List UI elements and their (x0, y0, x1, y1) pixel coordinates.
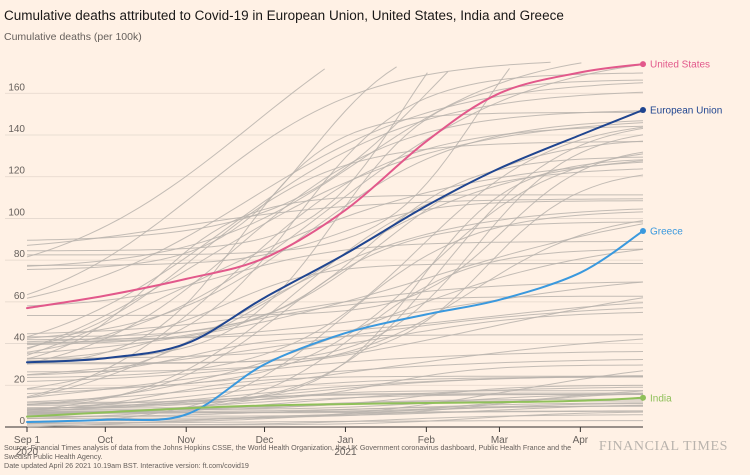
context-line (27, 393, 644, 411)
ft-brand-logo: FINANCIAL TIMES (598, 439, 728, 454)
context-line (27, 411, 644, 426)
context-line (26, 68, 325, 258)
context-line (26, 221, 644, 406)
y-tick-label: 80 (14, 249, 26, 260)
context-line (26, 307, 644, 376)
source-text: Source: Financial Times analysis of data… (4, 443, 572, 461)
context-line (26, 61, 551, 296)
context-line (26, 211, 644, 424)
context-line (26, 62, 582, 267)
x-tick-label: Jan (337, 435, 353, 446)
x-tick-label: Dec (256, 435, 274, 446)
context-line (26, 79, 644, 362)
source-note: Source: Financial Times analysis of data… (4, 443, 594, 470)
context-line (26, 410, 643, 428)
chart-title: Cumulative deaths attributed to Covid-19… (4, 8, 564, 23)
highlighted-series (26, 61, 646, 423)
context-line (27, 200, 643, 266)
context-line (26, 153, 644, 390)
updated-text: Date updated April 26 2021 10.19am BST. … (4, 461, 249, 470)
context-line (27, 151, 644, 316)
context-line (27, 134, 644, 365)
series-label-united-states: United States (650, 60, 710, 71)
y-tick-label: 140 (8, 124, 25, 135)
series-end-dot-india (640, 394, 646, 401)
series-line-united-states (26, 63, 644, 310)
context-line (26, 297, 644, 382)
y-tick-label: 60 (14, 291, 26, 302)
x-tick-label: Nov (177, 435, 195, 446)
context-line (26, 208, 644, 399)
context-line (26, 120, 644, 339)
series-label-european-union: European Union (650, 105, 722, 116)
context-line (27, 403, 643, 413)
y-tick-label: 120 (8, 166, 25, 177)
chart-subtitle: Cumulative deaths (per 100k) (4, 31, 142, 43)
context-line (27, 159, 644, 406)
context-line (26, 111, 643, 365)
series-labels: United States European Union Greece India (650, 60, 722, 405)
context-line (26, 248, 644, 405)
series-line-greece (26, 229, 644, 423)
context-line (26, 156, 644, 338)
context-line (26, 66, 397, 270)
series-end-dot-united-states (640, 61, 646, 68)
series-label-greece: Greece (650, 226, 683, 237)
context-line (26, 91, 644, 338)
x-tick-label: Feb (418, 435, 436, 446)
x-tick-label: Sep 1 (14, 435, 41, 446)
x-tick-year-label: 2021 (334, 447, 357, 458)
context-line (26, 338, 644, 403)
context-line (26, 220, 644, 373)
context-line (26, 126, 644, 378)
x-tick-year-label: 2020 (16, 447, 39, 458)
y-tick-label: 0 (19, 416, 25, 427)
y-tick-label: 160 (8, 82, 25, 93)
context-line (26, 263, 643, 343)
context-line (27, 405, 644, 414)
series-end-dot-european-union (640, 106, 646, 113)
y-tick-label: 40 (14, 333, 26, 344)
context-line (27, 302, 644, 341)
context-line (26, 351, 644, 399)
y-tick-label: 100 (8, 207, 25, 218)
series-end-dot-greece (640, 227, 646, 234)
context-line (26, 386, 644, 420)
x-tick-label: Apr (573, 435, 589, 446)
context-line (27, 72, 428, 252)
x-tick-label: Oct (98, 435, 114, 446)
context-line (26, 241, 643, 307)
series-line-european-union (26, 109, 644, 364)
context-line (26, 359, 644, 395)
context-line (26, 375, 643, 411)
context-line (26, 376, 643, 411)
context-country-lines (26, 61, 644, 428)
context-line (26, 110, 644, 364)
context-line (26, 122, 644, 350)
y-axis-ticks: 0 20 40 60 80 100 120 140 160 (8, 82, 25, 427)
series-label-india: India (650, 393, 672, 404)
y-tick-label: 20 (14, 374, 26, 385)
context-line (26, 82, 644, 299)
x-tick-label: Mar (491, 435, 509, 446)
context-line (27, 68, 510, 256)
context-line (26, 141, 643, 349)
context-line (26, 281, 644, 335)
context-line (26, 64, 644, 353)
context-line (26, 223, 644, 354)
series-line-india (26, 396, 644, 418)
context-line (26, 198, 644, 246)
